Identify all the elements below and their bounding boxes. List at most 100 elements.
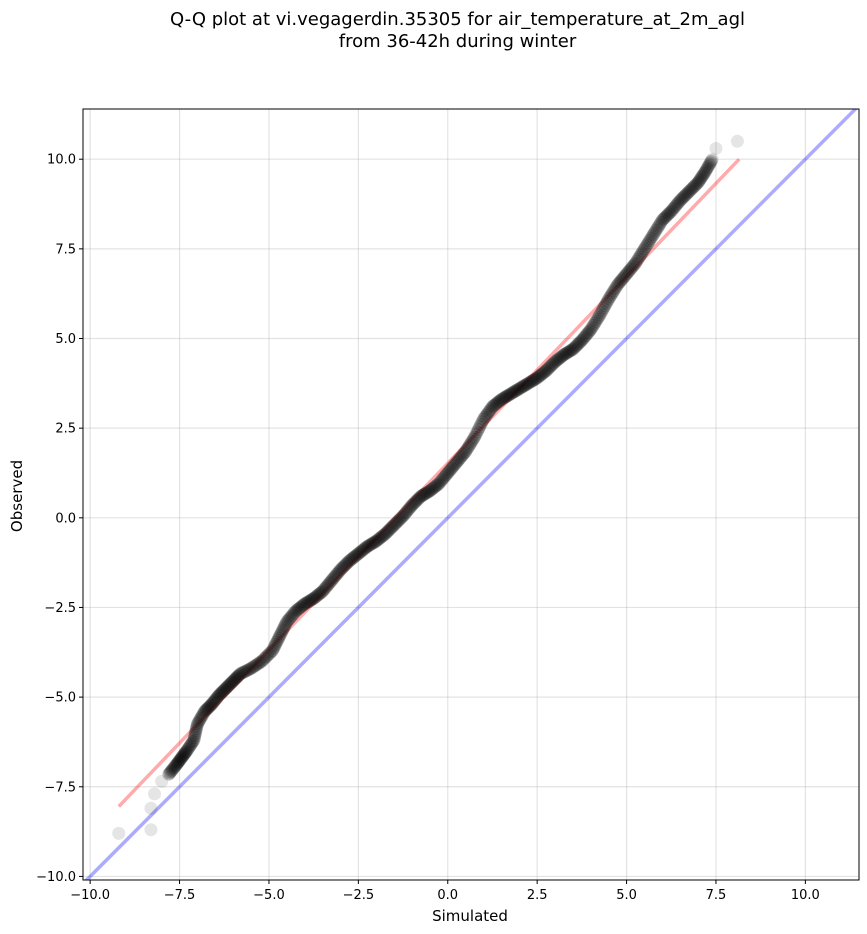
data-point bbox=[346, 551, 360, 565]
data-point bbox=[295, 599, 309, 613]
data-point bbox=[255, 654, 269, 668]
data-point bbox=[493, 393, 507, 407]
data-point bbox=[616, 272, 630, 286]
data-point bbox=[189, 722, 203, 736]
data-point bbox=[383, 522, 397, 536]
data-point bbox=[359, 541, 373, 555]
data-point bbox=[303, 594, 317, 608]
data-point bbox=[378, 527, 392, 541]
data-point bbox=[317, 583, 331, 597]
y-axis-label: Observed bbox=[8, 460, 26, 532]
data-point bbox=[650, 221, 664, 235]
data-point bbox=[196, 708, 210, 722]
data-point bbox=[551, 353, 565, 367]
data-point bbox=[667, 201, 681, 215]
data-point bbox=[475, 415, 489, 429]
data-point bbox=[345, 552, 359, 566]
data-point bbox=[617, 270, 631, 284]
data-point bbox=[669, 198, 683, 212]
data-point bbox=[500, 389, 514, 403]
data-point bbox=[510, 383, 524, 397]
data-point bbox=[278, 619, 292, 633]
data-point bbox=[581, 326, 595, 340]
data-point bbox=[411, 492, 425, 506]
data-point bbox=[175, 750, 189, 764]
data-point bbox=[209, 692, 223, 706]
data-point bbox=[409, 494, 423, 508]
data-point bbox=[410, 493, 424, 507]
data-point bbox=[531, 370, 545, 384]
data-point bbox=[590, 312, 604, 326]
data-point bbox=[144, 823, 158, 837]
data-point bbox=[488, 398, 502, 412]
data-point bbox=[433, 475, 447, 489]
data-point bbox=[204, 698, 218, 712]
data-point bbox=[170, 757, 184, 771]
data-point bbox=[604, 288, 618, 302]
data-point bbox=[586, 318, 600, 332]
data-point bbox=[264, 645, 278, 659]
data-point bbox=[477, 412, 491, 426]
data-point bbox=[627, 258, 641, 272]
data-point bbox=[630, 254, 644, 268]
data-point bbox=[428, 480, 442, 494]
data-point bbox=[613, 275, 627, 289]
data-point bbox=[511, 382, 525, 396]
data-point bbox=[680, 187, 694, 201]
data-point bbox=[172, 754, 186, 768]
data-point bbox=[214, 686, 228, 700]
data-point bbox=[545, 357, 559, 371]
data-point bbox=[479, 409, 493, 423]
data-point bbox=[548, 355, 562, 369]
data-point bbox=[179, 745, 193, 759]
data-point bbox=[705, 152, 719, 166]
data-point bbox=[168, 760, 182, 774]
data-point bbox=[448, 457, 462, 471]
data-point bbox=[649, 223, 663, 237]
data-point bbox=[372, 532, 386, 546]
data-point bbox=[391, 514, 405, 528]
data-point bbox=[387, 518, 401, 532]
data-point bbox=[235, 666, 249, 680]
data-point bbox=[429, 479, 443, 493]
data-point bbox=[662, 207, 676, 221]
data-point bbox=[203, 699, 217, 713]
data-point bbox=[355, 544, 369, 558]
chart-subtitle: from 36-42h during winter bbox=[338, 31, 577, 52]
data-point bbox=[358, 542, 372, 556]
data-point bbox=[549, 354, 563, 368]
data-point bbox=[401, 503, 415, 517]
data-point bbox=[468, 430, 482, 444]
data-point bbox=[593, 308, 607, 322]
data-point bbox=[696, 168, 710, 182]
data-point bbox=[556, 349, 570, 363]
data-point bbox=[246, 660, 260, 674]
data-point bbox=[377, 528, 391, 542]
data-point bbox=[571, 337, 585, 351]
data-point bbox=[405, 498, 419, 512]
data-point bbox=[614, 273, 628, 287]
data-point bbox=[595, 304, 609, 318]
data-point bbox=[321, 578, 335, 592]
data-point bbox=[636, 244, 650, 258]
data-point bbox=[632, 250, 646, 264]
data-point bbox=[485, 400, 499, 414]
y-tick-label: 0.0 bbox=[55, 511, 76, 526]
data-point bbox=[177, 748, 191, 762]
data-point bbox=[424, 483, 438, 497]
data-point bbox=[660, 208, 674, 222]
data-point bbox=[668, 200, 682, 214]
data-point bbox=[369, 534, 383, 548]
data-point bbox=[664, 204, 678, 218]
data-point bbox=[333, 563, 347, 577]
data-point bbox=[331, 566, 345, 580]
data-point bbox=[562, 345, 576, 359]
data-point bbox=[622, 264, 636, 278]
data-point bbox=[236, 665, 250, 679]
data-point bbox=[589, 314, 603, 328]
data-point bbox=[558, 347, 572, 361]
data-point bbox=[379, 526, 393, 540]
data-point bbox=[351, 547, 365, 561]
data-point bbox=[533, 369, 547, 383]
data-point bbox=[299, 596, 313, 610]
